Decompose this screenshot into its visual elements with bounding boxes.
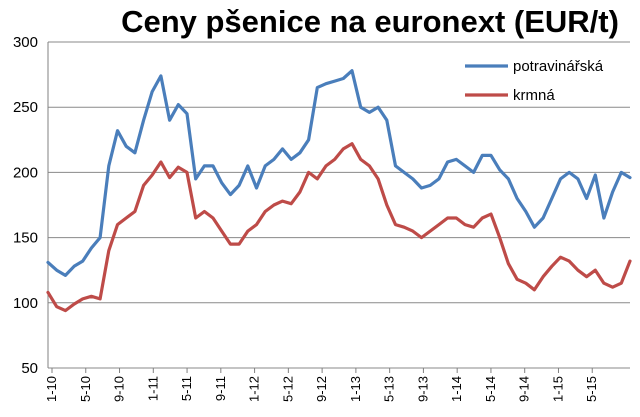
x-tick-label: 1-13 xyxy=(348,376,363,402)
series-line-0 xyxy=(46,69,632,277)
chart-title: Ceny pšenice na euronext (EUR/t) xyxy=(121,4,619,39)
legend: potravinářská krmná xyxy=(465,58,604,104)
series-line-1 xyxy=(46,142,632,313)
x-tick-label: 1-11 xyxy=(145,376,160,401)
x-tick-label: 1-10 xyxy=(44,376,59,402)
x-axis-ticks: 1-10 5-10 9-10 1-11 5-11 9-11 1-12 5-12 9-12 1-13… xyxy=(44,368,599,402)
x-tick-label: 5-12 xyxy=(280,376,295,402)
x-tick-label: 1-12 xyxy=(247,376,262,402)
y-tick-label: 100 xyxy=(13,295,38,312)
x-tick-label: 9-14 xyxy=(517,376,532,402)
x-tick-label: 9-10 xyxy=(112,376,127,402)
x-tick-label: 5-10 xyxy=(78,376,93,402)
legend-label: potravinářská xyxy=(513,58,604,75)
y-tick-label: 50 xyxy=(21,360,38,377)
y-tick-label: 300 xyxy=(13,34,38,51)
x-tick-label: 5-13 xyxy=(382,376,397,402)
x-tick-label: 9-12 xyxy=(314,376,329,402)
x-tick-label: 9-11 xyxy=(213,376,228,401)
y-tick-label: 150 xyxy=(13,230,38,247)
x-tick-label: 5-11 xyxy=(179,376,194,401)
legend-label: krmná xyxy=(513,87,555,104)
x-tick-label: 9-13 xyxy=(415,376,430,402)
x-tick-label: 5-15 xyxy=(584,376,599,402)
gridlines xyxy=(47,41,630,369)
y-tick-label: 200 xyxy=(13,164,38,181)
x-tick-label: 1-14 xyxy=(449,376,464,402)
x-tick-label: 5-14 xyxy=(483,376,498,402)
y-tick-label: 250 xyxy=(13,99,38,116)
series-lines xyxy=(46,69,632,313)
y-axis-ticks: 50 100 150 200 250 300 xyxy=(13,34,38,377)
x-tick-label: 1-15 xyxy=(550,376,565,402)
